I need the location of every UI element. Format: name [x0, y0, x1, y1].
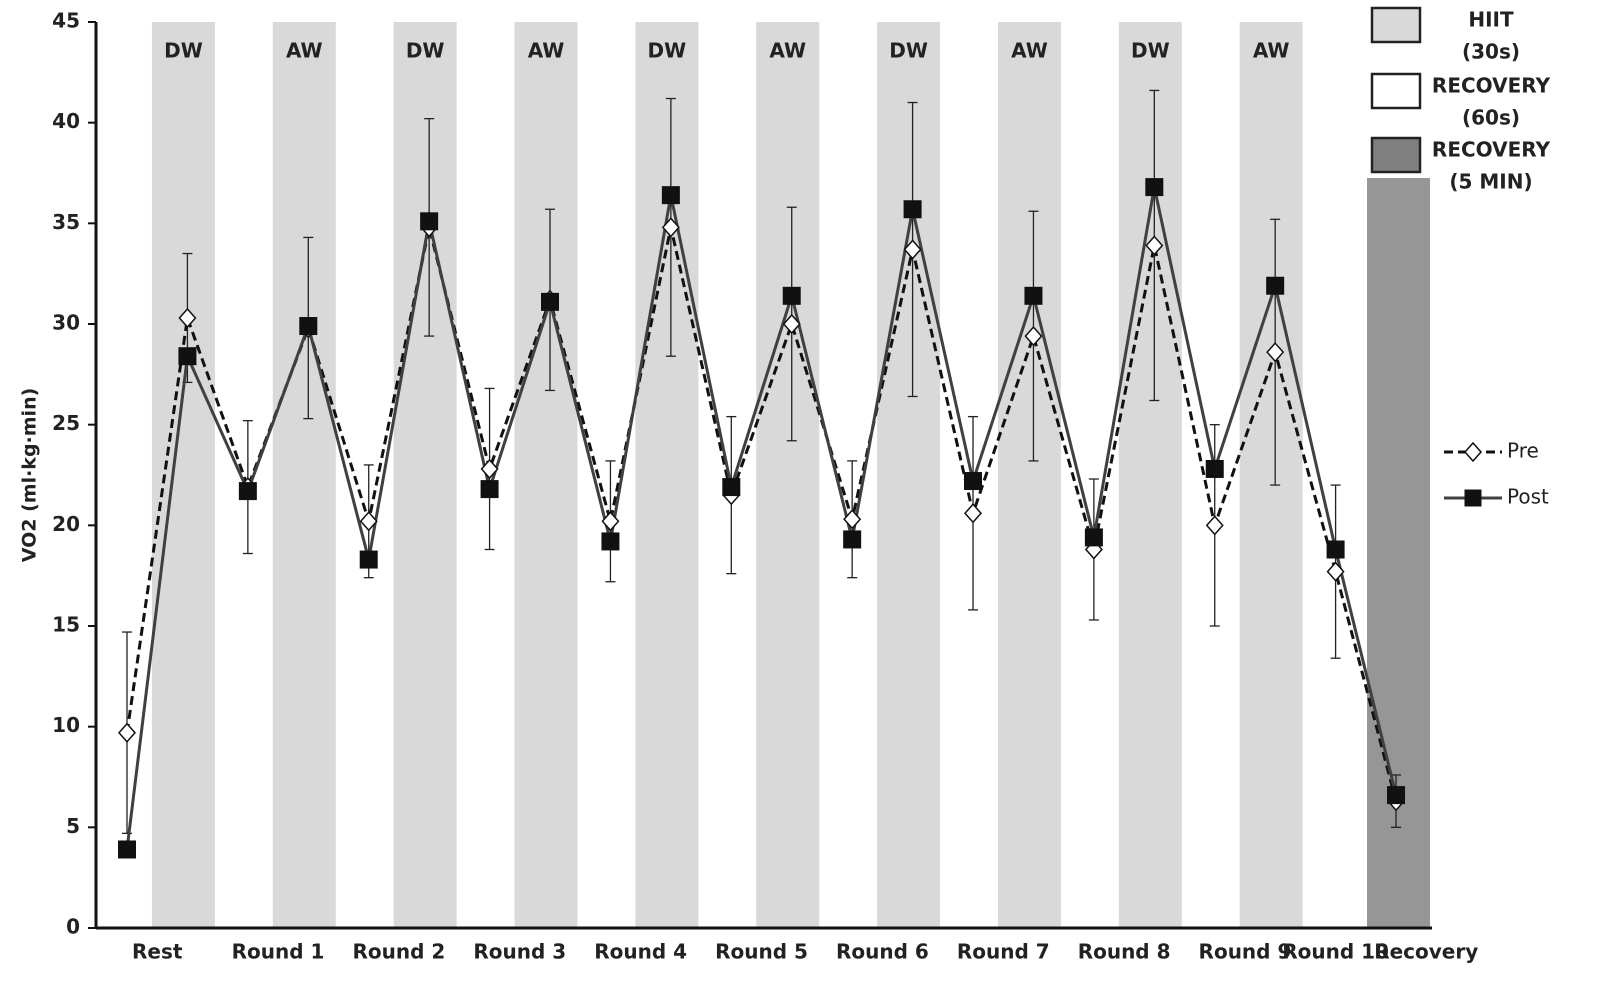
marker: [1326, 540, 1345, 559]
hiit-band: [1118, 22, 1182, 928]
x-tick-label: Round 2: [353, 940, 446, 964]
marker: [480, 458, 499, 480]
phase-label: AW: [528, 39, 565, 63]
phase-label: AW: [1253, 39, 1290, 63]
marker: [1024, 325, 1043, 347]
y-tick-label: 40: [52, 109, 80, 133]
y-tick-label: 5: [66, 814, 80, 838]
phase-legend-label: (30s): [1462, 40, 1520, 64]
y-tick-label: 30: [52, 311, 80, 335]
marker: [1266, 342, 1285, 363]
marker: [420, 212, 439, 231]
marker: [601, 511, 620, 532]
x-tick-label: Rest: [132, 940, 183, 964]
x-tick-label: Round 1: [232, 940, 325, 964]
x-tick-label: Recovery: [1374, 940, 1478, 964]
x-tick-label: Round 5: [715, 940, 808, 964]
phase-legend-label: (60s): [1462, 106, 1520, 130]
marker: [238, 482, 257, 501]
series-line: [125, 186, 1398, 850]
hiit-band: [635, 22, 699, 928]
phase-legend-label: (5 MIN): [1449, 170, 1532, 194]
marker: [480, 480, 499, 499]
phase-label: DW: [889, 39, 928, 63]
x-tick-label: Round 8: [1078, 940, 1171, 964]
y-tick-label: 20: [52, 512, 80, 536]
marker: [782, 286, 801, 305]
marker: [178, 347, 197, 366]
phase-legend-swatch: [1370, 136, 1422, 174]
hiit-band: [272, 22, 336, 928]
x-tick-label: Round 6: [836, 940, 929, 964]
phase-legend-swatch: [1370, 6, 1422, 44]
x-tick-label: Round 9: [1199, 940, 1292, 964]
x-tick-label: Round 4: [594, 940, 687, 964]
series-line: [125, 226, 1398, 802]
hiit-band: [877, 22, 941, 928]
phase-legend-label: RECOVERY: [1432, 138, 1551, 162]
marker: [1145, 235, 1164, 256]
marker: [903, 200, 922, 219]
marker: [1326, 561, 1345, 582]
marker: [722, 478, 741, 497]
x-tick-label: Round 3: [473, 940, 566, 964]
marker: [903, 239, 922, 260]
hiit-band: [756, 22, 820, 928]
legend-label: Pre: [1507, 439, 1539, 463]
hiit-band: [151, 22, 215, 928]
marker: [964, 472, 983, 491]
y-axis-title: VO2 (ml·kg·min): [19, 388, 41, 563]
marker: [359, 550, 378, 569]
x-tick-label: Round 7: [957, 940, 1050, 964]
marker: [117, 722, 137, 743]
phase-label: DW: [648, 39, 687, 63]
marker: [1205, 459, 1224, 478]
legend-marker: [1463, 441, 1483, 463]
marker: [1205, 515, 1224, 536]
marker: [601, 532, 620, 551]
recovery-band: [1367, 178, 1431, 928]
x-tick-label: Round 10: [1282, 940, 1389, 964]
marker: [964, 503, 983, 524]
legend-marker: [1464, 489, 1482, 507]
hiit-band: [393, 22, 457, 928]
y-tick-label: 10: [52, 713, 80, 737]
hiit-band: [514, 22, 578, 928]
phase-label: DW: [1131, 39, 1170, 63]
marker: [843, 530, 862, 549]
marker: [843, 509, 862, 530]
y-tick-label: 25: [52, 411, 80, 435]
phase-label: AW: [1011, 39, 1048, 63]
marker: [1084, 539, 1103, 560]
marker: [661, 186, 680, 205]
y-tick-label: 15: [52, 613, 80, 637]
phase-legend-swatch: [1370, 72, 1422, 110]
marker: [1084, 528, 1103, 547]
y-tick-label: 0: [66, 915, 80, 939]
marker: [541, 292, 560, 311]
phase-legend-label: RECOVERY: [1432, 74, 1551, 98]
hiit-band: [1239, 22, 1303, 928]
marker: [359, 511, 378, 532]
marker: [661, 217, 680, 238]
marker: [1024, 286, 1043, 305]
marker: [299, 317, 318, 336]
y-tick-label: 35: [52, 210, 80, 234]
hiit-band: [997, 22, 1061, 928]
phase-label: AW: [769, 39, 806, 63]
y-tick-label: 45: [52, 9, 80, 33]
marker: [118, 840, 136, 859]
phase-legend-label: HIIT: [1468, 8, 1514, 32]
legend-label: Post: [1507, 485, 1549, 509]
phase-label: DW: [406, 39, 445, 63]
phase-label: AW: [286, 39, 323, 63]
marker: [1145, 178, 1164, 197]
marker: [1266, 276, 1285, 295]
marker: [178, 307, 197, 329]
marker: [782, 313, 801, 335]
phase-label: DW: [164, 39, 203, 63]
marker: [1387, 786, 1406, 805]
